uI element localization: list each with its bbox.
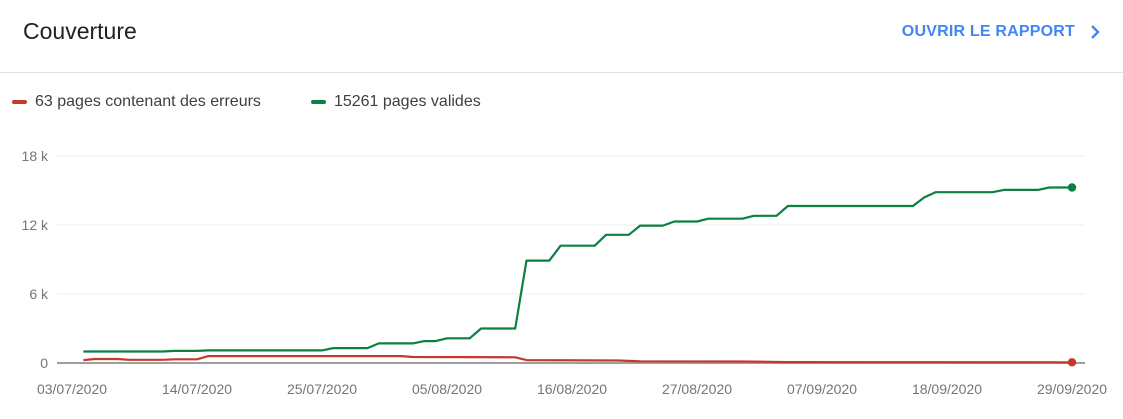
series-end-point-valid bbox=[1067, 183, 1077, 192]
series-end-point-errors bbox=[1067, 358, 1077, 367]
legend-label-valid: 15261 pages valides bbox=[333, 93, 481, 110]
series-line-errors bbox=[83, 355, 1073, 364]
y-tick-label: 0 bbox=[40, 355, 48, 371]
legend-swatch-valid bbox=[310, 100, 326, 104]
open-report-label: OUVRIR LE RAPPORT bbox=[901, 23, 1075, 40]
header-divider bbox=[0, 72, 1123, 73]
x-tick-label: 29/09/2020 bbox=[1037, 381, 1107, 397]
y-tick-label: 6 k bbox=[29, 286, 49, 302]
y-tick-label: 12 k bbox=[22, 217, 49, 233]
x-tick-label: 05/08/2020 bbox=[412, 381, 482, 397]
chart-legend: 63 pages contenant des erreurs 15261 pag… bbox=[12, 93, 481, 111]
legend-item-errors[interactable]: 63 pages contenant des erreurs bbox=[12, 93, 261, 111]
series-line-valid bbox=[83, 186, 1072, 353]
legend-label-errors: 63 pages contenant des erreurs bbox=[35, 93, 261, 110]
card-title: Couverture bbox=[23, 18, 137, 44]
x-tick-label: 16/08/2020 bbox=[537, 381, 607, 397]
x-tick-label: 07/09/2020 bbox=[787, 381, 857, 397]
open-report-button[interactable]: OUVRIR LE RAPPORT bbox=[902, 23, 1101, 41]
legend-item-valid[interactable]: 15261 pages valides bbox=[310, 93, 481, 111]
chevron-right-icon bbox=[1091, 25, 1100, 39]
x-tick-label: 27/08/2020 bbox=[662, 381, 732, 397]
x-tick-label: 14/07/2020 bbox=[162, 381, 232, 397]
y-tick-label: 18 k bbox=[22, 148, 49, 164]
x-tick-label: 03/07/2020 bbox=[37, 381, 107, 397]
legend-swatch-errors bbox=[12, 100, 27, 104]
x-tick-label: 25/07/2020 bbox=[287, 381, 357, 397]
x-tick-label: 18/09/2020 bbox=[912, 381, 982, 397]
